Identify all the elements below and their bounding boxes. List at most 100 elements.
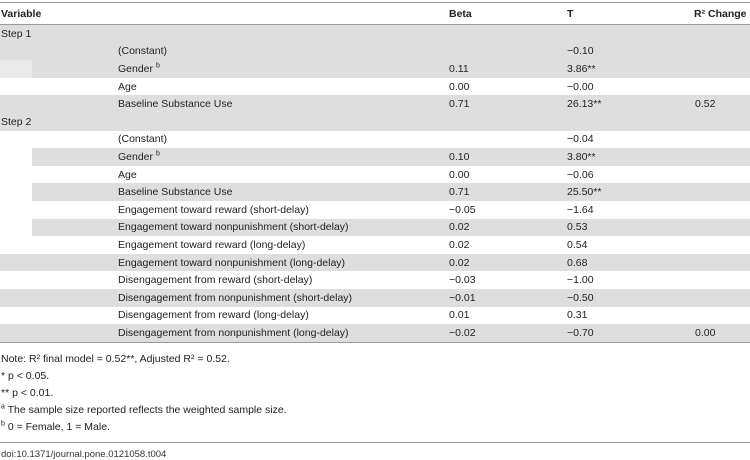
beta-cell: 0.10 xyxy=(449,150,470,163)
note-line: ** p < 0.01. xyxy=(1,385,750,402)
t-cell: 0.54 xyxy=(567,238,588,251)
t-cell: −1.00 xyxy=(567,274,594,287)
note-line: a The sample size reported reflects the … xyxy=(1,402,750,419)
beta-cell: −0.02 xyxy=(449,326,476,339)
variable-name: Gender xyxy=(118,150,154,163)
t-cell: 0.68 xyxy=(567,256,588,269)
header-variable: Variable xyxy=(1,7,42,20)
footnote-marker: a xyxy=(1,403,5,411)
table-notes: Note: R² final model = 0.52**, Adjusted … xyxy=(0,343,750,436)
table-row: (Constant) −0.10 xyxy=(0,42,750,61)
step-label: Step 2 xyxy=(1,115,32,128)
footnote-marker: b xyxy=(155,62,160,70)
t-cell: −0.10 xyxy=(567,45,594,58)
beta-cell: 0.00 xyxy=(449,80,470,93)
variable-name: Gender xyxy=(118,62,154,75)
t-cell: −1.64 xyxy=(567,203,594,216)
table-row: Engagement toward nonpunishment (short-d… xyxy=(0,218,750,237)
table-row: (Constant) −0.04 xyxy=(0,131,750,149)
t-cell: −0.06 xyxy=(567,168,594,181)
note-text: ** p < 0.01. xyxy=(1,386,54,399)
variable-cell: Gender b xyxy=(0,62,447,75)
variable-name: Baseline Substance Use xyxy=(118,186,233,199)
table-bottom-rule xyxy=(0,341,750,343)
table-header-row: Variable Beta T R² Change xyxy=(0,3,750,25)
note-line: b 0 = Female, 1 = Male. xyxy=(1,419,750,436)
t-cell: −0.00 xyxy=(567,80,594,93)
variable-name: Age xyxy=(118,80,137,93)
header-r2-change: R² Change xyxy=(694,7,747,20)
table-row: Baseline Substance Use 0.71 25.50** xyxy=(0,183,750,201)
beta-cell: 0.02 xyxy=(449,238,470,251)
table-row: Engagement toward reward (short-delay) −0… xyxy=(0,201,750,219)
variable-cell: Age xyxy=(0,169,447,181)
variable-name: Disengagement from nonpunishment (short-… xyxy=(118,291,353,304)
variable-cell: Engagement toward reward (long-delay) xyxy=(0,239,447,251)
t-cell: −0.50 xyxy=(567,291,594,304)
beta-cell: 0.01 xyxy=(449,309,470,322)
variable-name: (Constant) xyxy=(118,133,168,146)
beta-cell: 0.71 xyxy=(449,98,470,111)
footnote-marker: b xyxy=(1,420,5,428)
variable-name: Engagement toward nonpunishment (long-de… xyxy=(118,256,346,269)
note-text: Note: R² final model = 0.52**, Adjusted … xyxy=(1,352,230,365)
t-cell: 0.53 xyxy=(567,221,588,234)
table-row: Engagement toward reward (long-delay) 0.0… xyxy=(0,236,750,254)
table-row: Gender b 0.11 3.86** xyxy=(0,60,750,78)
variable-name: Engagement toward reward (long-delay) xyxy=(118,238,306,251)
beta-cell: 0.71 xyxy=(449,186,470,199)
variable-name: Disengagement from reward (short-delay) xyxy=(118,274,313,287)
variable-cell: Age xyxy=(0,81,447,93)
t-cell: 0.31 xyxy=(567,309,588,322)
variable-name: Disengagement from reward (long-delay) xyxy=(118,309,309,322)
variable-cell: Disengagement from nonpunishment (short-… xyxy=(0,292,447,304)
beta-cell: 0.00 xyxy=(449,168,470,181)
note-line: Note: R² final model = 0.52**, Adjusted … xyxy=(1,351,750,368)
t-cell: 25.50** xyxy=(567,186,602,199)
step-label: Step 1 xyxy=(1,27,32,40)
table-row: Age 0.00 −0.00 xyxy=(0,78,750,96)
variable-name: (Constant) xyxy=(118,45,168,58)
note-line: * p < 0.05. xyxy=(1,368,750,385)
variable-cell: (Constant) xyxy=(0,45,447,57)
beta-cell: 0.02 xyxy=(449,221,470,234)
table-row: Engagement toward nonpunishment (long-de… xyxy=(0,253,750,272)
variable-cell: Engagement toward reward (short-delay) xyxy=(0,204,447,216)
variable-cell: Disengagement from nonpunishment (long-d… xyxy=(0,327,447,339)
t-cell: 26.13** xyxy=(567,98,602,111)
step-row: Step 1 xyxy=(0,25,750,43)
variable-cell: Baseline Substance Use xyxy=(0,98,447,110)
variable-name: Engagement toward nonpunishment (short-d… xyxy=(118,221,349,234)
beta-cell: −0.01 xyxy=(449,291,476,304)
beta-cell: 0.02 xyxy=(449,256,470,269)
t-cell: −0.04 xyxy=(567,133,594,146)
header-t: T xyxy=(567,7,574,20)
t-cell: 3.80** xyxy=(567,150,596,163)
variable-name: Disengagement from nonpunishment (long-d… xyxy=(118,326,349,339)
variable-name: Age xyxy=(118,168,137,181)
footnote-marker: b xyxy=(155,150,160,158)
step-row: Step 2 xyxy=(0,112,750,131)
note-text: The sample size reported reflects the we… xyxy=(4,403,287,416)
variable-cell: (Constant) xyxy=(0,133,447,145)
t-cell: 3.86** xyxy=(567,62,596,75)
table-row: Gender b 0.10 3.80** xyxy=(0,148,750,166)
note-text: * p < 0.05. xyxy=(1,369,50,382)
table-row: Baseline Substance Use 0.71 26.13** 0.52 xyxy=(0,95,750,113)
note-text: 0 = Female, 1 = Male. xyxy=(4,420,110,433)
variable-name: Baseline Substance Use xyxy=(118,98,233,111)
variable-cell: Disengagement from reward (short-delay) xyxy=(0,274,447,286)
table-row: Disengagement from reward (long-delay) 0.… xyxy=(0,307,750,325)
beta-cell: −0.05 xyxy=(449,203,476,216)
table-row: Disengagement from nonpunishment (short-… xyxy=(0,288,750,307)
variable-cell: Gender b xyxy=(0,150,447,163)
r2-change-cell: 0.52 xyxy=(695,98,716,111)
table-row: Disengagement from nonpunishment (long-d… xyxy=(0,324,750,342)
table-top-rule xyxy=(0,2,750,3)
table-body: Step 1 (Constant) −0.10 Gender b 0.11 3.86** A… xyxy=(0,25,750,342)
variable-cell: Engagement toward nonpunishment (short-d… xyxy=(0,221,447,233)
beta-cell: 0.11 xyxy=(449,62,469,75)
r2-change-cell: 0.00 xyxy=(695,326,716,339)
doi-rule xyxy=(0,441,750,443)
